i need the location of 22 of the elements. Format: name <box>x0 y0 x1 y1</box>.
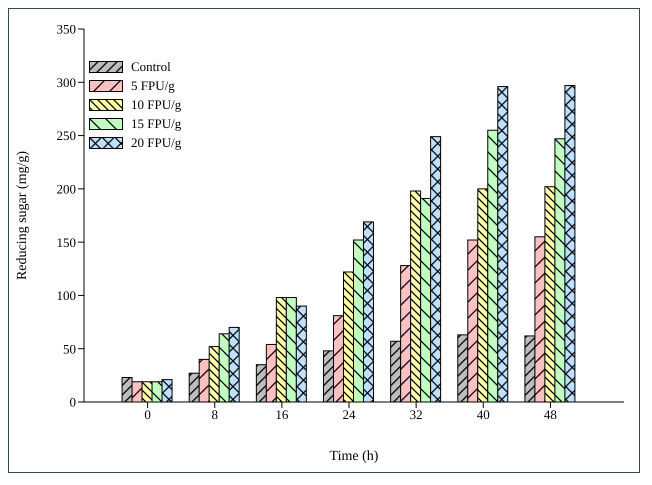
x-tick-label: 8 <box>211 407 218 422</box>
y-axis-title: Reducing sugar (mg/g) <box>14 150 30 280</box>
y-tick-label: 100 <box>56 288 76 304</box>
x-tick-label: 48 <box>544 407 557 422</box>
y-tick-label: 300 <box>56 74 76 90</box>
y-tick-label: 350 <box>56 22 76 37</box>
x-tick-label: 16 <box>275 407 289 422</box>
y-tick-label: 250 <box>56 128 76 144</box>
y-tick-label: 50 <box>63 341 76 356</box>
x-tick-label: 0 <box>144 407 151 422</box>
y-tick-label: 0 <box>70 394 76 410</box>
x-tick-label: 24 <box>342 407 356 422</box>
legend-label: 20 FPU/g <box>131 134 182 152</box>
x-tick-label: 32 <box>410 407 423 422</box>
y-tick-label: 150 <box>56 234 76 250</box>
x-tick-label: 40 <box>476 407 490 422</box>
legend-label: Control <box>131 58 171 76</box>
x-axis-title: Time (h) <box>330 449 379 464</box>
legend-label: 5 FPU/g <box>131 77 175 95</box>
legend-label: 10 FPU/g <box>131 96 182 114</box>
y-tick-label: 200 <box>56 181 76 196</box>
legend-label: 15 FPU/g <box>131 115 182 133</box>
